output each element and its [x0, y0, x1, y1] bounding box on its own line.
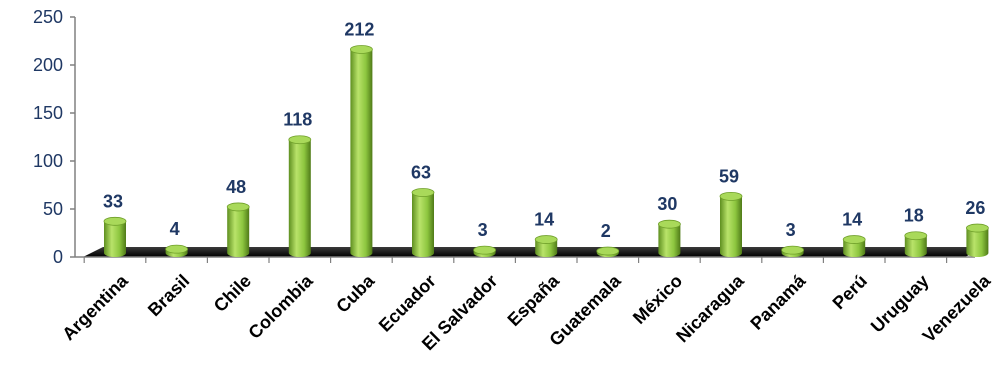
bar: [349, 45, 373, 258]
bar-body: [227, 206, 250, 257]
bar: [534, 235, 558, 257]
bar-top: [596, 246, 620, 256]
x-tick-label: Colombia: [244, 270, 317, 343]
bar-top: [658, 219, 681, 229]
bar: [842, 235, 866, 257]
data-label: 14: [842, 210, 862, 230]
bar-top: [534, 235, 558, 244]
bar: [411, 188, 435, 257]
bar-body: [966, 228, 989, 257]
bar-top: [165, 244, 189, 254]
bar: [103, 216, 127, 257]
bar-body: [288, 139, 311, 257]
bar-top: [473, 245, 497, 255]
bar-top: [103, 216, 127, 226]
bar-body: [843, 239, 866, 257]
bar-top: [411, 188, 435, 197]
bar-top: [781, 245, 804, 255]
data-label: 212: [344, 19, 374, 39]
x-tick-label: Brasil: [144, 271, 194, 321]
bar: [165, 244, 189, 257]
data-label: 59: [719, 166, 739, 186]
x-tick-label: Nicaragua: [672, 270, 748, 346]
data-label: 2: [601, 221, 611, 241]
bar-top: [349, 45, 373, 54]
y-tick-label: 50: [43, 199, 63, 219]
data-label: 3: [786, 220, 796, 240]
x-tick-label: Uruguay: [867, 271, 933, 337]
bar-body: [350, 49, 373, 258]
data-label: 33: [103, 191, 123, 211]
x-tick-label: España: [504, 270, 564, 330]
bar-top: [719, 191, 743, 201]
bar-top: [226, 202, 250, 212]
bar: [596, 246, 620, 257]
data-label: 63: [411, 163, 431, 183]
bar: [966, 223, 989, 257]
y-tick-label: 250: [33, 7, 63, 27]
data-label: 48: [226, 177, 246, 197]
x-tick-label: México: [629, 271, 686, 328]
bar-top: [966, 223, 989, 233]
y-tick-label: 200: [33, 55, 63, 75]
bar: [658, 219, 681, 257]
x-tick-label: Perú: [829, 271, 871, 313]
x-tick-label: Venezuela: [919, 270, 995, 346]
bar-body: [412, 192, 434, 257]
bar-body: [104, 221, 126, 257]
data-label: 14: [534, 210, 554, 230]
bar-body: [904, 235, 927, 257]
bar-top: [904, 231, 928, 241]
bar: [288, 135, 312, 257]
x-tick-label: Ecuador: [375, 271, 440, 336]
data-label: 26: [965, 198, 985, 218]
data-label: 18: [904, 206, 924, 226]
x-tick-label: Cuba: [332, 270, 379, 317]
bar: [719, 191, 743, 257]
data-label: 118: [283, 110, 312, 130]
bar-top: [842, 235, 866, 244]
data-label: 30: [657, 194, 677, 214]
bar-body: [535, 239, 558, 257]
y-tick-label: 0: [53, 247, 63, 267]
bar-body: [658, 224, 681, 257]
y-tick-label: 150: [33, 103, 63, 123]
bar: [781, 245, 804, 257]
bar: [473, 245, 497, 257]
bar-top: [288, 135, 312, 145]
bar-body: [720, 196, 742, 257]
x-tick-label: Chile: [210, 271, 255, 316]
data-label: 3: [478, 220, 488, 240]
y-tick-label: 100: [33, 151, 63, 171]
x-tick-label: Panamá: [746, 270, 810, 334]
data-label: 4: [170, 219, 180, 239]
bar: [904, 231, 928, 257]
bar: [226, 202, 250, 257]
x-tick-label: Argentina: [58, 270, 132, 344]
